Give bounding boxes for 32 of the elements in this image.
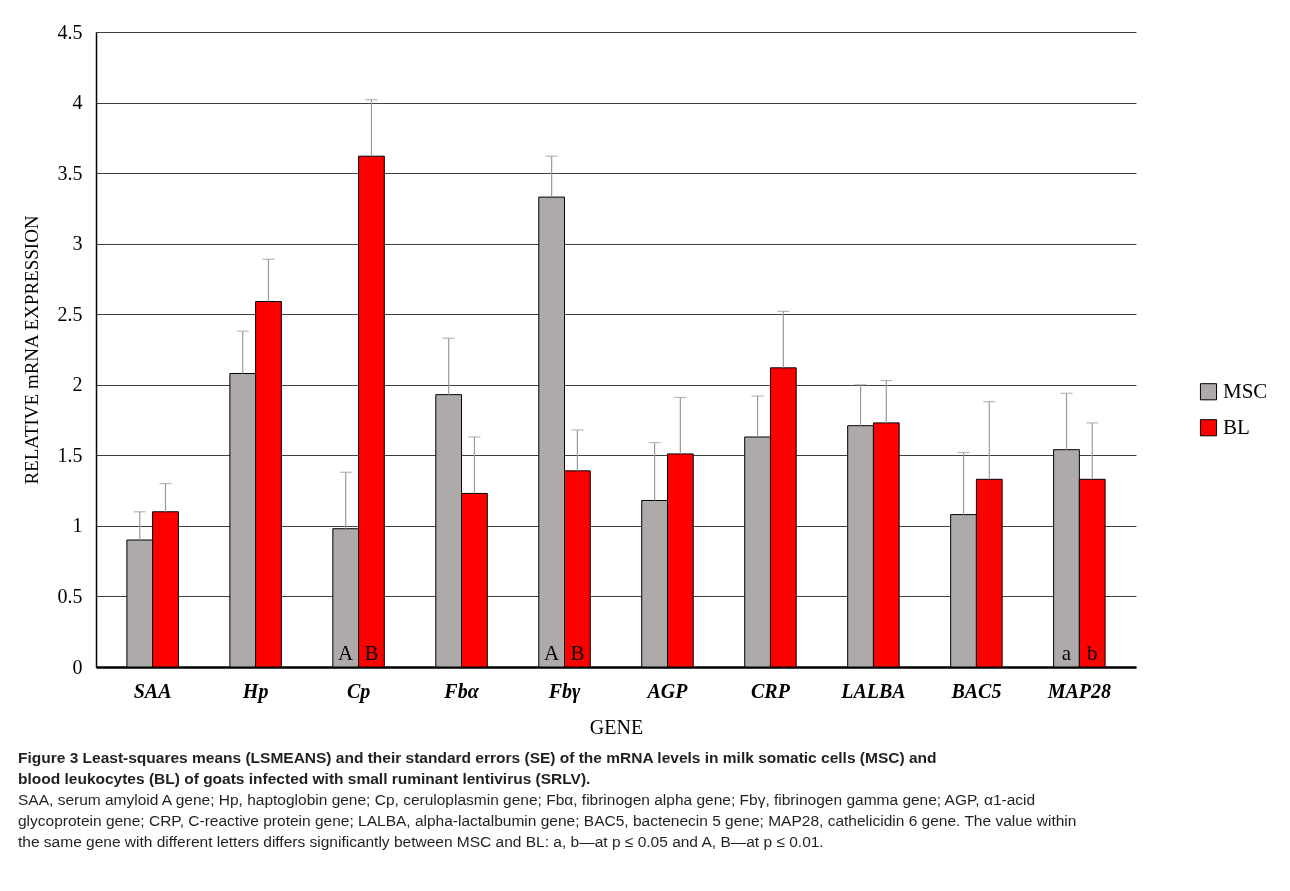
y-tick-label: 2 — [72, 373, 83, 396]
x-axis-title: GENE — [589, 715, 644, 738]
x-tick-label: AGP — [645, 679, 689, 702]
y-tick-label: 3 — [72, 232, 83, 255]
y-tick-label: 0.5 — [57, 584, 83, 607]
annotation: a — [1061, 641, 1072, 665]
x-tick-label: BAC5 — [950, 679, 1002, 702]
x-tick-label: SAA — [133, 679, 172, 702]
x-tick-label: MAP28 — [1046, 679, 1112, 702]
annotation: A — [338, 641, 355, 665]
legend-label: BL — [1223, 414, 1250, 439]
x-tick-label: Fbα — [443, 679, 480, 702]
y-tick-label: 3.5 — [57, 161, 83, 184]
y-axis-title: RELATIVE mRNA EXPRESSION — [20, 215, 42, 485]
x-tick-label: Fbγ — [547, 679, 582, 703]
legend-label: MSC — [1223, 378, 1268, 403]
y-tick-label: 1.5 — [57, 443, 83, 466]
y-tick-label: 4.5 — [57, 20, 83, 43]
y-tick-label: 4 — [72, 91, 83, 114]
y-tick-label: 2.5 — [57, 302, 83, 325]
text: Figure 3 Least-squares means (LSMEANS) and their standard errors (SE) of the mRNA levels in milk somatic cells (MSC) and blood leukocytes (BL) of goats infected with small ruminant lentivirus (SRLV). — [18, 749, 937, 787]
x-tick-label: Hp — [241, 679, 269, 703]
annotation: A — [544, 641, 561, 665]
annotation: b — [1086, 641, 1098, 665]
x-tick-label: CRP — [751, 679, 791, 702]
annotation: B — [570, 641, 585, 665]
x-tick-label: LALBA — [840, 679, 906, 702]
x-tick-label: Cp — [346, 679, 371, 703]
y-tick-label: 0 — [72, 655, 83, 678]
text: SAA, serum amyloid A gene; Hp, haptoglobin gene; Cp, ceruloplasmin gene; Fbα, fibrinogen alpha gene; Fbγ, fibrinogen gamma gene; AGP, α1-acid glycoprotein gene; CRP, C-reactive protein gene; LALBA, alpha-lactalbumin gene; BAC5, bactenecin 5 gene; MAP28, cathelicidin 6 gene. The value within the same gene with different letters differs significantly between MSC and BL: a, b—at p ≤ 0.05 and A, B—at p ≤ 0.01. — [18, 791, 1077, 850]
annotation: B — [364, 641, 379, 665]
y-tick-label: 1 — [72, 514, 83, 537]
